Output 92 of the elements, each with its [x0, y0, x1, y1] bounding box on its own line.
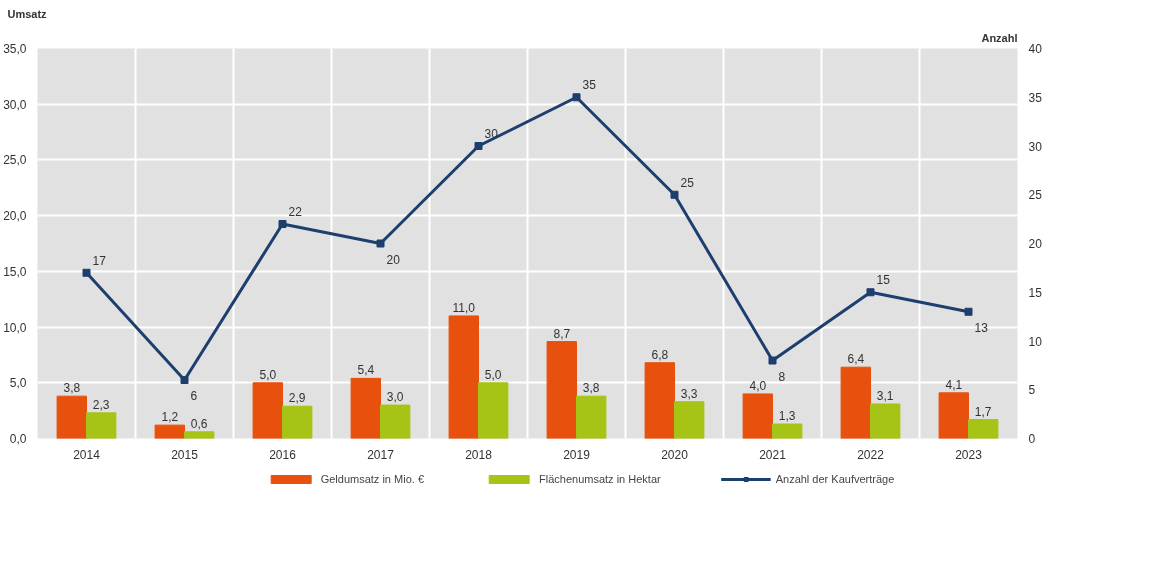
bar: [184, 431, 215, 439]
bar: [86, 412, 117, 439]
y2-axis-title: Anzahl: [981, 31, 1018, 44]
x-tick-label: 2015: [171, 447, 199, 462]
x-tick-label: 2023: [955, 447, 983, 462]
data-label: 30: [484, 127, 499, 141]
data-label: 25: [680, 175, 695, 190]
point: [82, 268, 91, 277]
data-label: 5,4: [357, 363, 375, 378]
data-label: 1,7: [974, 404, 992, 419]
y-tick-label: 0,0: [9, 432, 27, 446]
y-tick-label: 10,0: [3, 320, 27, 335]
x-tick-label: 2014: [73, 447, 101, 462]
data-label: 3,3: [680, 386, 698, 401]
data-label: 20: [386, 252, 401, 267]
y2-tick-label: 35: [1028, 90, 1043, 105]
point: [180, 376, 189, 384]
bar: [154, 424, 185, 439]
data-label: 3,8: [582, 381, 600, 396]
bar: [282, 405, 313, 439]
point: [278, 220, 287, 228]
y-tick-label: 5,0: [9, 376, 27, 391]
data-label: 8,7: [553, 326, 571, 341]
data-label: 3,8: [63, 381, 81, 396]
point: [866, 288, 875, 297]
y-tick-label: 20,0: [3, 209, 27, 224]
y2-tick-label: 0: [1028, 432, 1036, 446]
data-label: 2,9: [288, 391, 306, 406]
y-tick-label: 15,0: [3, 264, 27, 279]
x-tick-label: 2021: [759, 447, 787, 462]
legend-label: Anzahl der Kaufverträge: [775, 473, 895, 485]
legend-label: Geldumsatz in Mio. €: [320, 473, 425, 485]
y-axis-title: Umsatz: [7, 7, 48, 20]
bar: [576, 395, 607, 439]
data-label: 6,8: [651, 347, 669, 362]
bar: [938, 392, 969, 439]
y2-tick-label: 15: [1028, 285, 1043, 300]
data-label: 6: [190, 389, 198, 403]
data-label: 5,0: [259, 367, 277, 382]
bar: [674, 401, 705, 439]
data-label: 1,2: [161, 410, 179, 425]
data-label: 1,3: [778, 409, 796, 424]
point: [376, 239, 385, 248]
y2-tick-label: 10: [1028, 334, 1043, 349]
data-label: 2,3: [92, 397, 110, 412]
data-label: 3,0: [386, 390, 404, 405]
bar: [840, 366, 871, 439]
data-label: 4,1: [945, 377, 963, 392]
bar: [380, 404, 411, 439]
bar: [968, 419, 999, 439]
point: [474, 142, 483, 150]
x-tick-label: 2022: [857, 447, 885, 462]
data-label: 8: [778, 369, 786, 384]
bar: [252, 382, 283, 439]
x-tick-label: 2016: [269, 447, 297, 462]
data-label: 6,4: [847, 352, 865, 367]
data-label: 17: [92, 253, 107, 268]
x-tick-label: 2018: [465, 447, 493, 462]
y2-tick-label: 40: [1028, 42, 1043, 56]
bar: [644, 362, 675, 439]
y2-tick-label: 30: [1028, 139, 1043, 154]
bar: [772, 423, 803, 439]
point: [670, 190, 679, 199]
point: [572, 93, 581, 102]
data-label: 3,1: [876, 388, 894, 403]
bar: [478, 382, 509, 439]
y2-tick-label: 20: [1028, 237, 1043, 251]
x-tick-label: 2020: [661, 447, 689, 462]
y2-tick-label: 25: [1028, 188, 1043, 203]
bar: [448, 315, 479, 439]
bar: [870, 403, 901, 439]
y-tick-label: 35,0: [3, 42, 27, 56]
bar: [742, 393, 773, 439]
bar: [56, 395, 87, 439]
data-label: 35: [582, 78, 597, 93]
bar: [546, 341, 577, 439]
y2-tick-label: 5: [1028, 383, 1036, 398]
point: [768, 356, 777, 365]
y-tick-label: 30,0: [3, 97, 27, 112]
y-tick-label: 25,0: [3, 153, 27, 168]
x-tick-label: 2017: [367, 447, 395, 462]
point: [964, 307, 973, 316]
data-label: 15: [876, 273, 891, 288]
data-label: 11,0: [452, 300, 476, 315]
data-label: 5,0: [484, 367, 502, 382]
x-tick-label: 2019: [563, 447, 591, 462]
bar: [350, 377, 381, 439]
data-label: 4,0: [749, 378, 767, 393]
data-label: 22: [288, 205, 303, 219]
data-label: 13: [974, 320, 989, 335]
data-label: 0,6: [190, 416, 208, 431]
legend-label: Flächenumsatz in Hektar: [539, 473, 661, 485]
